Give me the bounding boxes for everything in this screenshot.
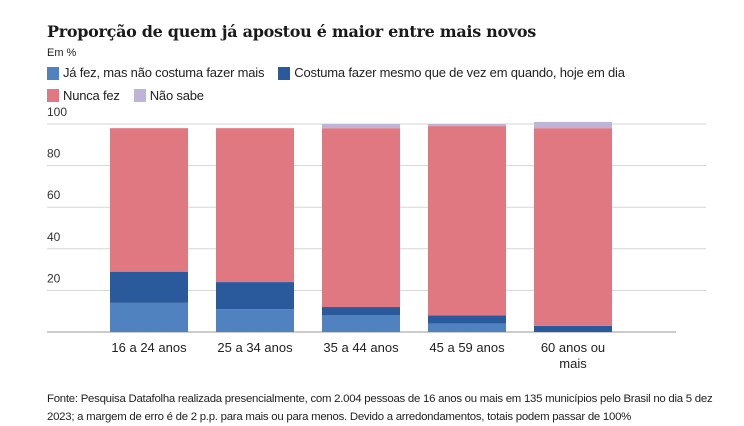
x-category-label: 25 a 34 anos <box>217 340 293 355</box>
bar-segment <box>216 282 294 310</box>
bar-segment <box>534 121 612 129</box>
y-tick-label: 60 <box>47 188 61 202</box>
legend-swatch <box>278 66 291 80</box>
bar-segment <box>428 124 506 127</box>
x-category-label: 60 anos ou <box>541 340 605 355</box>
y-tick-label: 20 <box>47 271 61 285</box>
bar-segment <box>110 128 188 272</box>
legend: Já fez, mas não costuma fazer mais Costum… <box>47 63 707 108</box>
bar-segment <box>534 325 612 332</box>
legend-label: Costuma fazer mesmo que de vez em quando… <box>294 65 625 80</box>
legend-item: Já fez, mas não costuma fazer mais <box>47 63 264 83</box>
legend-label: Não sabe <box>149 87 204 103</box>
x-category-label: mais <box>559 356 587 371</box>
bar-segment <box>322 307 400 316</box>
bar-segment <box>322 315 400 332</box>
bar-segment <box>322 128 400 308</box>
legend-label: Nunca fez <box>63 87 120 103</box>
y-tick-label: 80 <box>47 147 61 161</box>
bar-segment <box>428 323 506 332</box>
chart-subtitle: Em % <box>47 47 77 59</box>
bar-segment <box>428 315 506 324</box>
bar-segment <box>110 271 188 303</box>
x-category-label: 45 a 59 anos <box>429 340 505 355</box>
legend-item: Não sabe <box>133 86 204 106</box>
x-category-label: 35 a 44 anos <box>323 340 399 355</box>
bar-segment <box>322 124 400 129</box>
legend-swatch <box>133 89 146 102</box>
legend-item: Nunca fez <box>47 86 120 106</box>
bar-segment <box>216 309 294 332</box>
bar-segment <box>534 128 612 326</box>
legend-swatch <box>47 66 59 80</box>
y-tick-label: 40 <box>47 230 61 244</box>
source-note: Fonte: Pesquisa Datafolha realizada pres… <box>47 393 713 423</box>
bar-segment <box>428 126 506 316</box>
chart-title: Proporção de quem já apostou é maior ent… <box>47 22 536 41</box>
legend-item: Costuma fazer mesmo que de vez em quando… <box>278 63 625 83</box>
bar-segment <box>110 302 188 332</box>
bar-segment <box>216 128 294 283</box>
legend-swatch <box>47 89 59 102</box>
legend-label: Já fez, mas não costuma fazer mais <box>63 65 265 80</box>
x-category-label: 16 a 24 anos <box>111 340 187 355</box>
y-tick-label: 100 <box>47 105 67 119</box>
